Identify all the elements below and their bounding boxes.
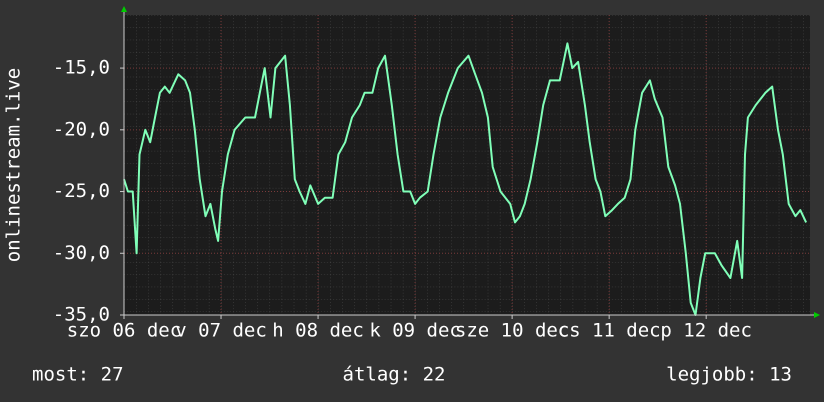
y-axis-arrow	[121, 6, 127, 12]
y-tick-label: -20,0	[53, 118, 110, 140]
x-tick-label: h 08 dec	[272, 320, 364, 342]
x-tick-label: cs 11 dec	[558, 320, 661, 342]
y-tick-label: -25,0	[53, 180, 110, 202]
y-tick-label: -35,0	[53, 304, 110, 326]
footer-best: legjobb: 13	[666, 364, 792, 386]
minor-grid	[124, 15, 810, 315]
y-tick-label: -15,0	[53, 57, 110, 79]
y-axis-title: onlinestream.live	[3, 68, 25, 262]
x-tick-label: szo 06 dec	[67, 320, 181, 342]
x-axis-arrow	[814, 312, 820, 318]
y-tick-label: -30,0	[53, 242, 110, 264]
x-tick-label: v 07 dec	[175, 320, 267, 342]
x-tick-label: k 09 dec	[369, 320, 461, 342]
plot-layer	[123, 42, 808, 316]
footer-current: most: 27	[32, 364, 124, 386]
footer-average: átlag: 22	[343, 364, 446, 386]
data-line	[123, 42, 808, 316]
x-tick-label: p 12 dec	[660, 320, 752, 342]
x-tick-label: sze 10 dec	[455, 320, 569, 342]
